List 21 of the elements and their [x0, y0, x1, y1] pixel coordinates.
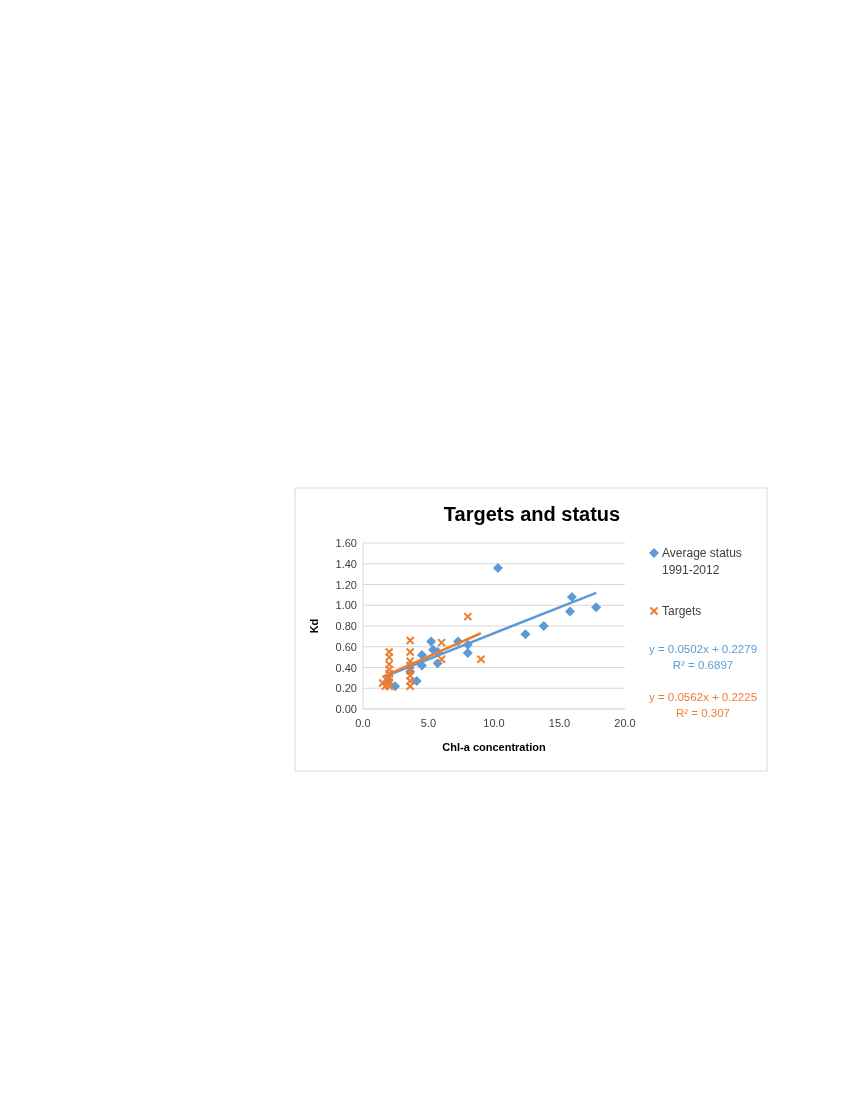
y-tick-label: 1.00 [335, 599, 357, 612]
y-tick-label: 0.20 [335, 682, 357, 695]
text: y = 0.0502x + 0.2279 R² = 0.6897 [648, 643, 758, 671]
y-axis-title: Kd [308, 618, 320, 634]
x-tick-label: 10.0 [483, 717, 505, 729]
legend-label: Average status 1991-2012 [662, 546, 742, 577]
y-tick-label: 0.60 [335, 640, 357, 653]
legend-label: Targets [662, 604, 702, 618]
chart-title: Targets and status [443, 503, 621, 525]
x-tick-label: 20.0 [614, 717, 636, 729]
text: y = 0.0562x + 0.2225 R² = 0.307 [648, 691, 758, 719]
x-tick-label: 5.0 [420, 717, 437, 729]
x-tick-label: 0.0 [355, 717, 371, 729]
y-tick-label: 0.80 [335, 620, 357, 632]
y-tick-label: 0.00 [335, 703, 357, 715]
y-tick-label: 1.60 [335, 537, 357, 549]
x-axis-title: Chl-a concentration [442, 741, 546, 753]
y-tick-label: 1.20 [335, 578, 357, 591]
y-tick-label: 0.40 [335, 661, 357, 674]
x-tick-label: 15.0 [548, 717, 571, 729]
y-tick-label: 1.40 [335, 557, 357, 570]
